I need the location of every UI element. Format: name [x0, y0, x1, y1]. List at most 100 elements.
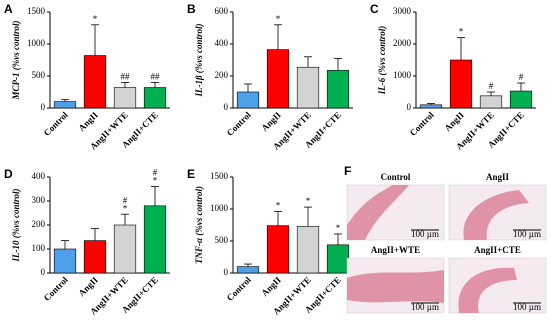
error-bar — [121, 213, 129, 225]
x-tick-label: AngII — [443, 109, 467, 133]
y-axis-label: TNF-α (%vs control) — [194, 186, 204, 264]
scale-bar-label: 100 µm — [513, 302, 541, 312]
y-tick-label: 500 — [32, 70, 46, 80]
x-tick-label: Control — [42, 109, 71, 138]
y-tick-label: 500 — [215, 235, 229, 245]
bar — [296, 225, 320, 274]
panel-letter: C — [370, 2, 379, 16]
significance-mark: # — [489, 81, 494, 91]
significance-mark: ## — [121, 71, 131, 81]
bar — [53, 101, 77, 109]
significance-mark: * — [306, 196, 311, 206]
error-bar — [121, 82, 129, 88]
significance-mark: * — [336, 223, 341, 233]
significance-mark: * — [276, 14, 281, 24]
bar — [479, 95, 503, 109]
significance-mark: * — [459, 27, 464, 37]
error-bar — [304, 56, 312, 68]
image-title: AngII+CTE — [474, 245, 521, 255]
bar — [143, 87, 167, 109]
error-bar — [304, 206, 312, 227]
bar — [143, 205, 167, 274]
panel-letter: B — [187, 2, 196, 16]
bar — [266, 225, 290, 274]
y-tick-label: 0 — [407, 102, 412, 112]
significance-mark: # — [123, 195, 128, 205]
y-tick-label: 0 — [41, 267, 46, 277]
y-tick-label: 400 — [32, 171, 46, 181]
scale-bar-label: 100 µm — [411, 229, 439, 239]
x-tick-label: Control — [225, 274, 254, 303]
error-bar — [274, 211, 282, 226]
significance-mark: * — [123, 203, 128, 213]
significance-mark: # — [153, 168, 158, 178]
error-bar — [244, 83, 252, 92]
y-tick-label: 400 — [215, 38, 229, 48]
y-tick-label: 0 — [224, 267, 229, 277]
error-bar — [427, 103, 435, 105]
bar — [236, 266, 260, 274]
image-title: AngII — [486, 172, 510, 182]
bar — [326, 244, 350, 274]
error-bar — [91, 24, 99, 56]
error-bar — [151, 82, 159, 88]
panel-letter: A — [4, 2, 13, 16]
y-tick-label: 0 — [224, 102, 229, 112]
error-bar — [487, 91, 495, 96]
error-bar — [517, 82, 525, 92]
error-bar — [91, 228, 99, 241]
bar — [296, 66, 320, 109]
scale-bar-label: 100 µm — [513, 229, 541, 239]
y-axis-label: MCP-1 (%vs control) — [11, 21, 21, 101]
bar — [449, 59, 473, 109]
error-bar — [151, 186, 159, 206]
significance-mark: * — [153, 176, 158, 186]
bar — [419, 104, 443, 109]
y-tick-label: 1500 — [210, 171, 229, 181]
x-tick-label: Control — [42, 274, 71, 303]
tissue — [347, 270, 444, 303]
image-title: AngII+WTE — [371, 245, 420, 255]
bar — [113, 224, 137, 274]
error-bar — [457, 37, 465, 60]
significance-mark: * — [276, 201, 281, 211]
panel-letter: F — [344, 164, 351, 178]
x-tick-label: AngII — [260, 109, 284, 133]
y-tick-label: 300 — [32, 195, 46, 205]
y-tick-label: 3000 — [393, 6, 412, 16]
tissue — [463, 190, 529, 240]
error-bar — [61, 240, 69, 249]
image-title: Control — [381, 172, 411, 182]
error-bar — [334, 58, 342, 71]
y-tick-label: 200 — [215, 70, 229, 80]
x-tick-label: AngII — [260, 274, 284, 298]
bar — [53, 248, 77, 274]
bar — [509, 90, 533, 109]
y-axis-label: IL-10 (%vs control) — [11, 189, 21, 263]
panel-letter: D — [4, 167, 13, 181]
bar — [266, 49, 290, 109]
bar — [326, 70, 350, 109]
x-tick-label: Control — [408, 109, 437, 138]
significance-mark: ## — [151, 71, 161, 81]
y-tick-label: 600 — [215, 6, 229, 16]
y-tick-label: 1500 — [27, 6, 46, 16]
y-tick-label: 1000 — [393, 70, 412, 80]
tissue — [458, 267, 517, 313]
x-tick-label: AngII — [77, 274, 101, 298]
error-bar — [244, 263, 252, 267]
bar — [236, 91, 260, 109]
significance-mark: # — [519, 72, 524, 82]
y-tick-label: 0 — [41, 102, 46, 112]
scale-bar-label: 100 µm — [411, 302, 439, 312]
panel-letter: E — [187, 167, 195, 181]
y-tick-label: 200 — [32, 219, 46, 229]
y-tick-label: 1000 — [210, 203, 229, 213]
bar — [113, 87, 137, 109]
bar — [83, 240, 107, 274]
y-tick-label: 100 — [32, 243, 46, 253]
error-bar — [334, 233, 342, 245]
y-tick-label: 1000 — [27, 38, 46, 48]
tissue — [347, 185, 409, 240]
